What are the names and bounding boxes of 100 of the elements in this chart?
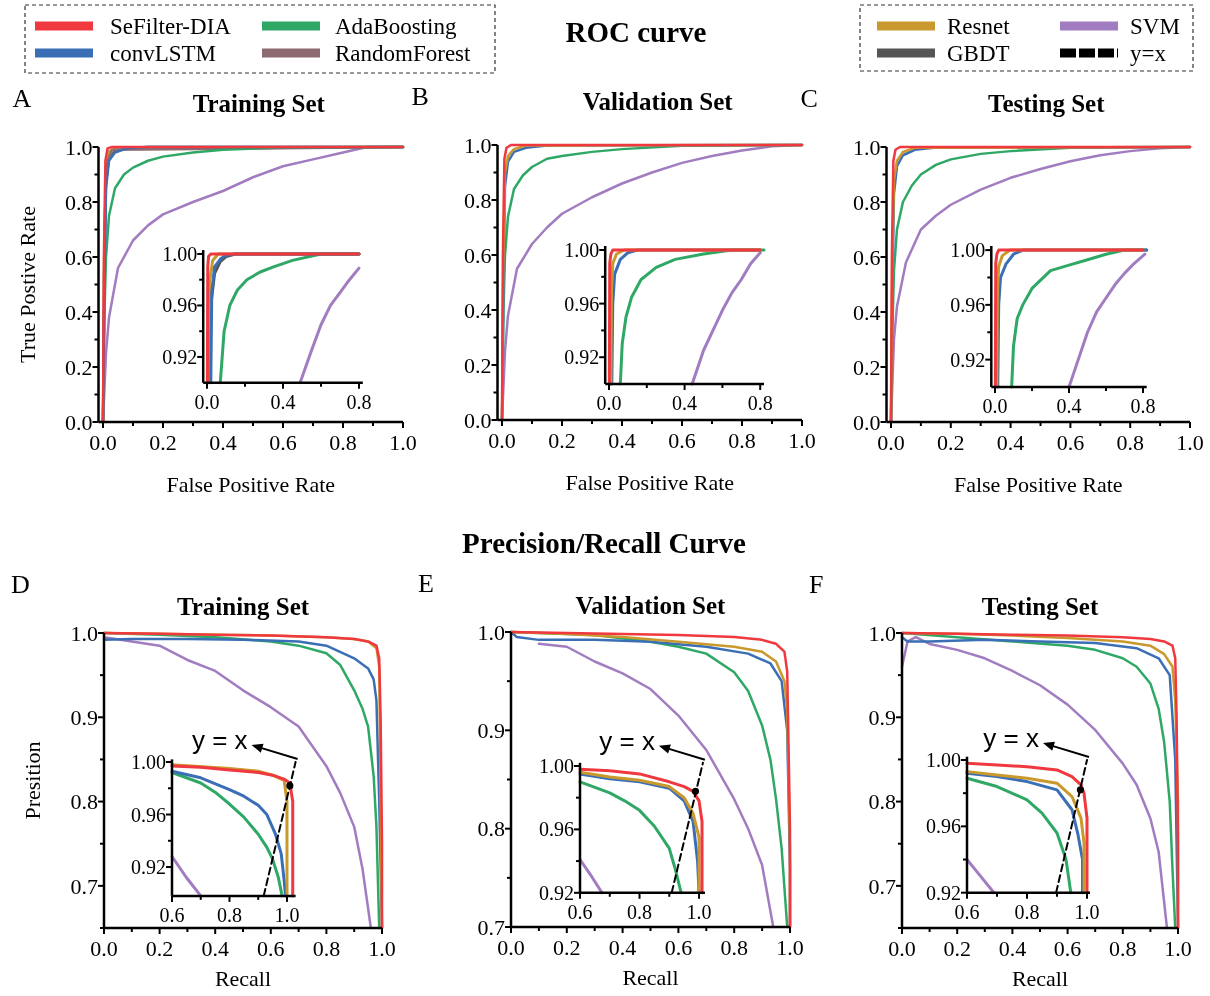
y-tick-label: 1.0 [70,620,98,646]
annotation: y = x [599,725,655,756]
text: C [800,84,818,113]
text: B [411,82,429,111]
y-tick-label: 0.92 [950,348,986,371]
y-tick-label: 0.96 [926,815,961,838]
x-axis-title: False Positive Rate [166,472,336,497]
text: E [418,569,434,598]
y-tick-label: 1.00 [162,242,198,265]
y-tick-label: 1.00 [926,749,961,772]
y-tick-label: 0.96 [162,294,198,317]
annotation: y = x [191,725,248,756]
y-tick-label: 0.92 [162,345,198,368]
y-tick-label: 0.96 [564,292,600,315]
y-tick-label: 1.0 [853,134,881,160]
y-tick-label: 1.0 [868,620,896,646]
x-tick-label: 1.0 [389,430,417,455]
y-tick-label: 0.92 [926,881,961,904]
x-tick-label: 0.8 [1014,900,1040,923]
y-tick-label: 0.2 [853,354,881,380]
y-tick-label: 1.00 [564,239,600,262]
text: D [11,570,30,599]
x-tick-label: 1.0 [788,428,816,453]
x-tick-label: 0.0 [194,390,220,413]
legend-label: Resnet [947,14,1011,39]
x-tick-label: 0.6 [257,936,285,961]
x-axis-title: Recall [214,966,272,991]
chart-title: Testing Set [981,593,1099,620]
y-tick-label: 1.0 [477,619,505,645]
legend-label: SeFilter-DIA [110,14,232,39]
legend-label: SVM [1130,14,1180,39]
y-tick-label: 1.00 [950,239,986,262]
x-tick-label: 0.0 [90,936,118,961]
x-tick-label: 0.6 [1056,430,1085,455]
chart-title: Training Set [192,90,326,117]
x-tick-label: 0.4 [996,430,1025,455]
x-tick-label: 0.4 [201,936,229,961]
x-tick-label: 0.6 [1053,936,1082,961]
x-tick-label: 0.4 [672,392,698,414]
x-tick-label: 0.8 [747,392,773,414]
x-tick-label: 0.6 [664,935,693,960]
y-tick-label: 0.6 [853,244,881,270]
y-tick-label: 0.9 [477,718,505,744]
x-tick-label: 0.8 [728,428,756,453]
y-tick-label: 0.4 [65,299,93,325]
x-axis-title: False Positive Rate [953,472,1123,497]
x-tick-label: 1.0 [686,900,712,923]
x-tick-label: 0.0 [89,430,117,455]
y-tick-label: 1.00 [131,751,166,774]
x-tick-label: 0.8 [1116,430,1144,455]
y-tick-label: 1.0 [65,134,93,160]
text: ROC curve [565,16,707,48]
x-tick-label: 1.0 [1164,936,1192,961]
x-tick-label: 0.0 [888,936,916,961]
y-axis-title: True Postive Rate [14,206,40,363]
text: A [12,84,32,113]
y-tick-label: 0.8 [477,816,505,842]
y-tick-label: 0.4 [464,297,492,323]
x-tick-label: 1.0 [1176,430,1204,455]
y-tick-label: 0.7 [868,873,896,899]
x-tick-label: 1.0 [368,936,396,961]
x-tick-label: 0.0 [982,395,1008,417]
y-tick-label: 0.96 [950,293,986,316]
x-tick-label: 0.8 [329,430,357,455]
x-tick-label: 1.0 [776,935,804,960]
chart-title: Validation Set [582,88,734,115]
y-axis-title: Presition [20,741,45,820]
text: F [809,570,824,599]
y-tick-label: 0.92 [564,346,600,369]
y-tick-label: 0.6 [464,242,492,268]
text: Precision/Recall Curve [462,527,746,559]
x-tick-label: 0.0 [596,392,622,414]
x-tick-label: 1.0 [274,903,300,926]
y-tick-label: 0.7 [70,873,98,899]
y-tick-label: 0.8 [65,189,93,215]
x-tick-label: 0.4 [1056,395,1082,417]
x-tick-label: 0.8 [1109,936,1137,961]
x-tick-label: 0.4 [209,430,237,455]
x-tick-label: 0.6 [668,428,696,453]
x-tick-label: 0.8 [312,936,341,961]
legend-label: RandomForest [335,41,472,66]
x-tick-label: 1.0 [1074,900,1100,923]
x-tick-label: 0.8 [346,390,372,413]
legend-label: convLSTM [110,41,217,66]
chart-title: Testing Set [988,90,1106,117]
y-tick-label: 0.8 [868,789,896,815]
chart-title: Validation Set [575,592,727,619]
y-tick-label: 0.8 [70,789,98,815]
x-axis-title: Recall [1011,966,1069,991]
x-tick-label: 0.6 [269,430,297,455]
chart-title: Training Set [176,593,310,620]
y-tick-label: 0.6 [65,244,93,270]
y-tick-label: 0.4 [853,299,881,325]
x-tick-label: 0.8 [720,935,748,960]
annotation: y = x [983,723,1039,754]
y-tick-label: 1.0 [464,132,492,158]
x-tick-label: 0.4 [608,428,636,453]
y-tick-label: 0.9 [868,704,896,730]
y-tick-label: 0.2 [464,352,492,378]
x-tick-label: 0.8 [216,903,242,926]
